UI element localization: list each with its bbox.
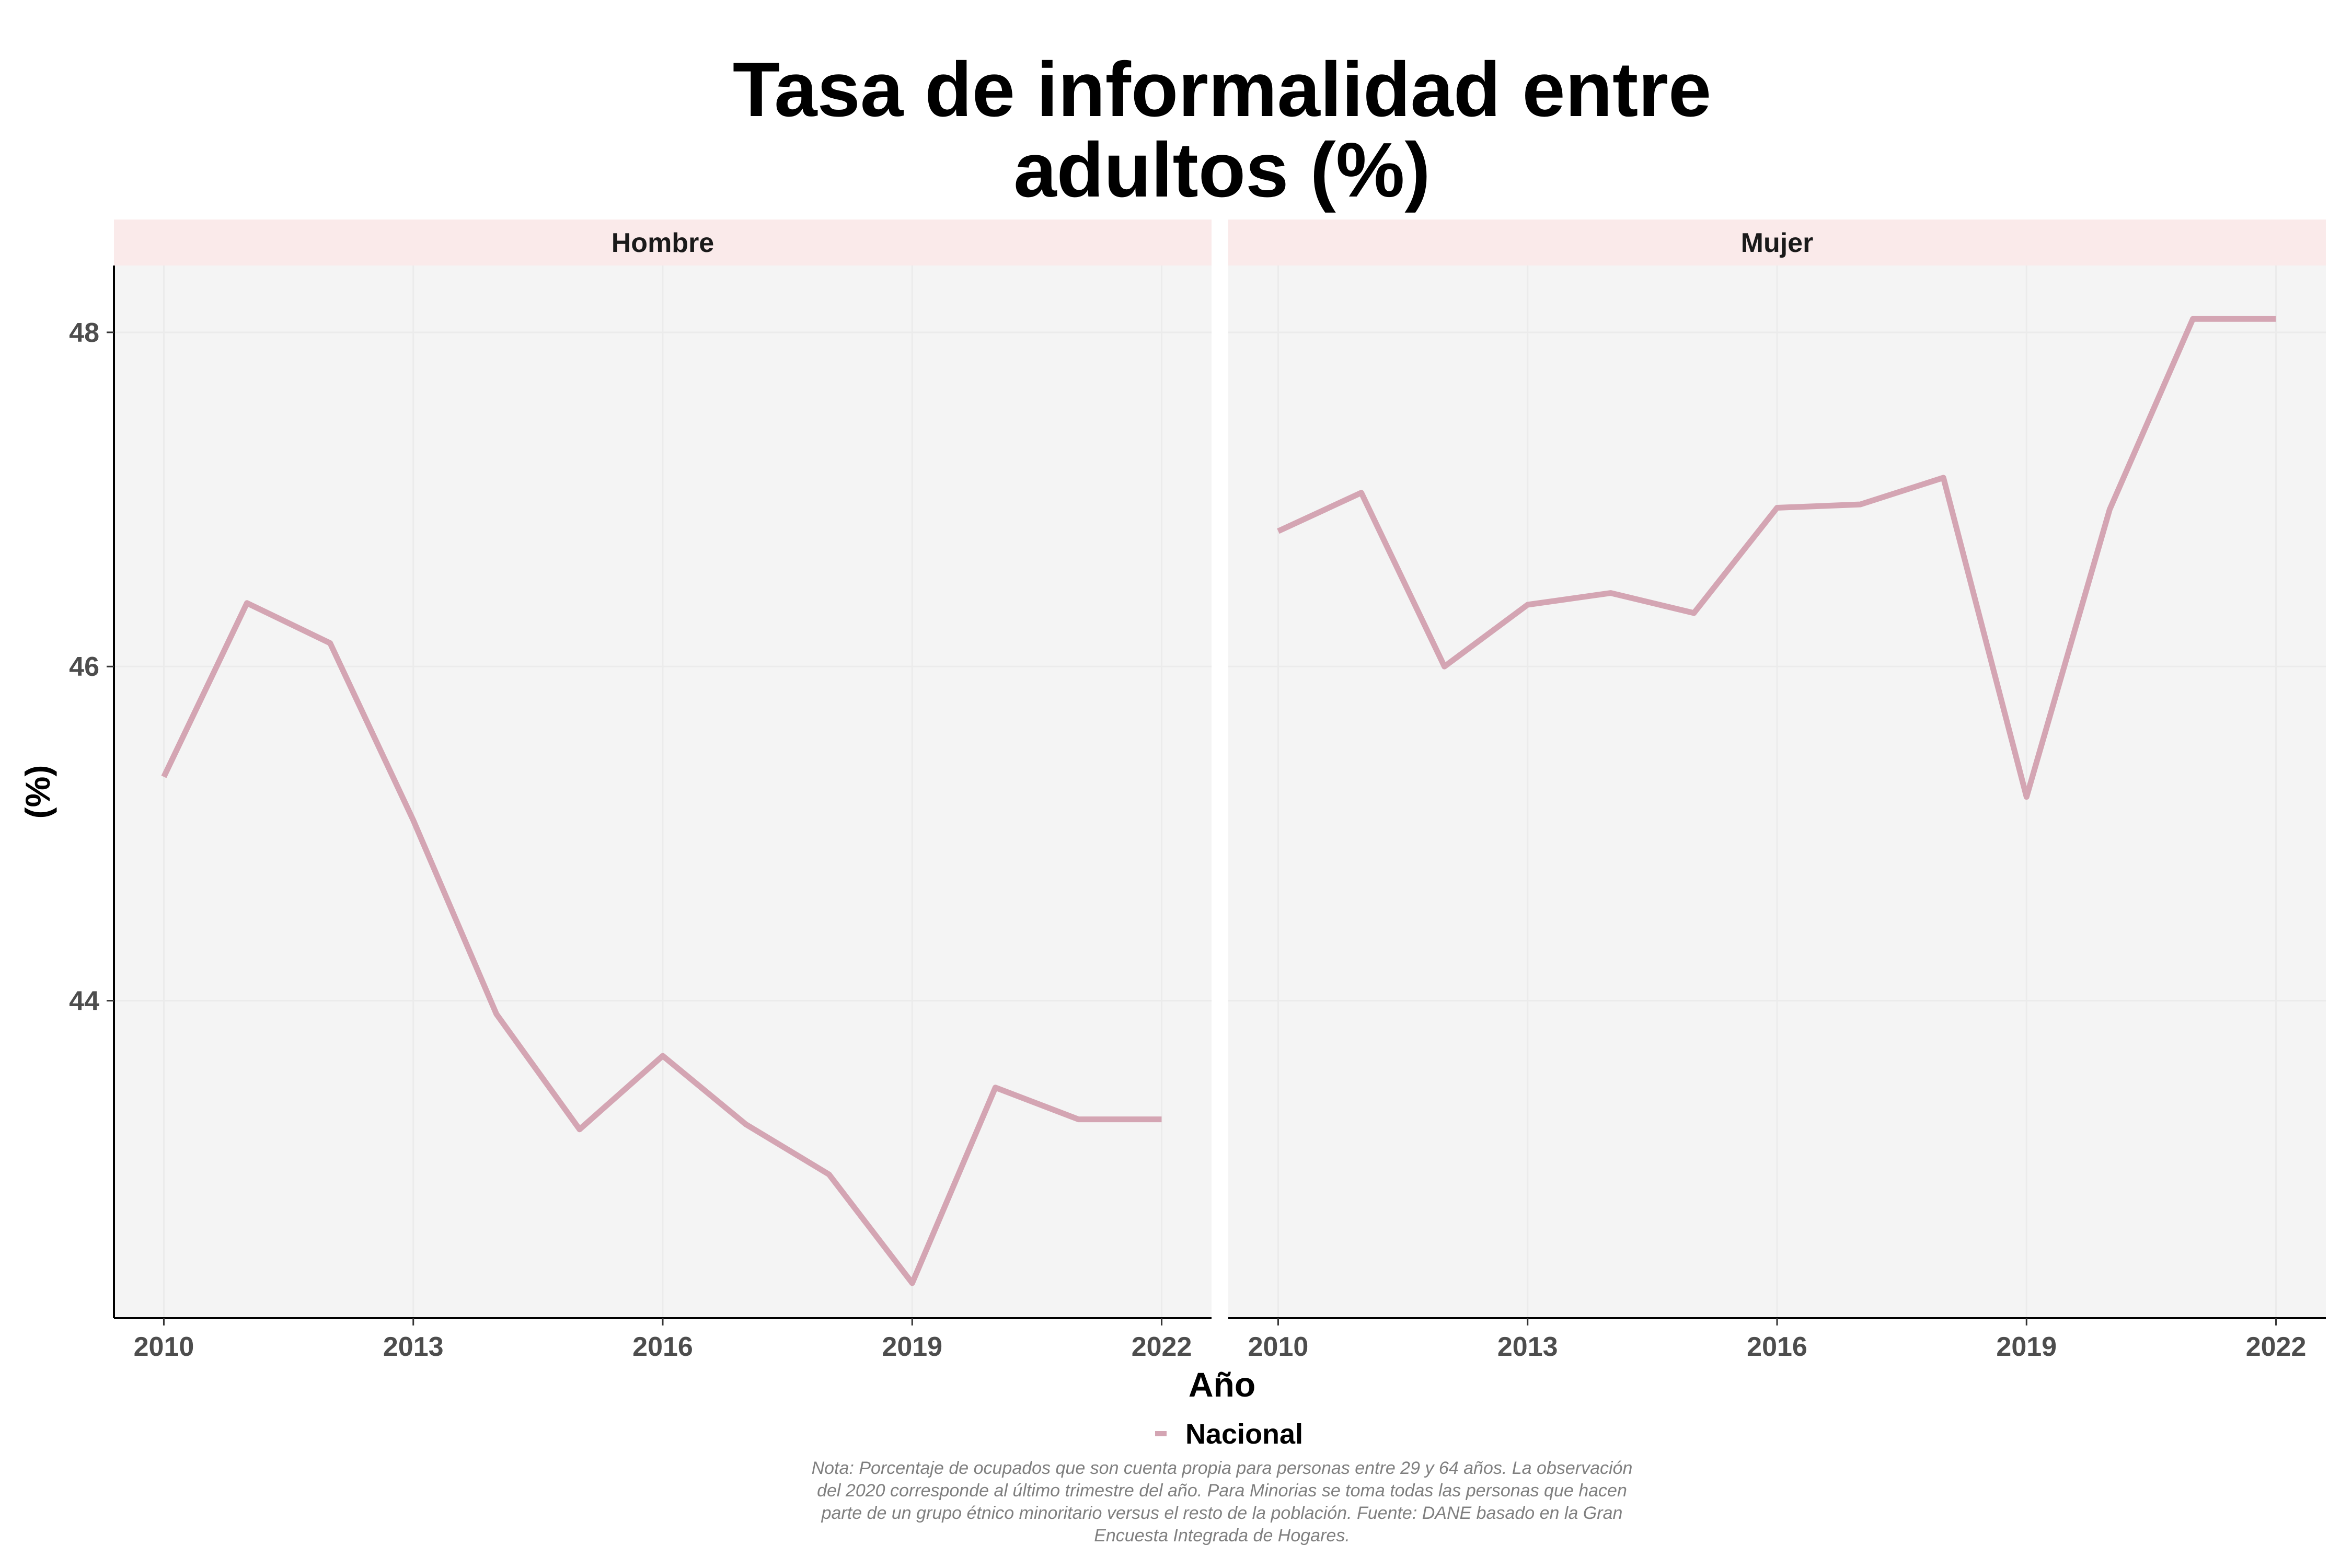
x-tick-label: 2016	[1747, 1332, 1807, 1362]
x-tick-label: 2013	[383, 1332, 444, 1362]
y-tick-label: 48	[69, 318, 99, 348]
footnote-line-3: parte de un grupo étnico minoritario ver…	[821, 1503, 1623, 1523]
y-tick-label: 46	[69, 652, 99, 682]
panel-mujer: Mujer 2010 2013 2016 2019 2022	[1228, 220, 2326, 1362]
chart-title-line-2: adultos (%)	[1013, 127, 1431, 213]
footnote: Nota: Porcentaje de ocupados que son cue…	[812, 1458, 1633, 1546]
x-tick-label: 2022	[1132, 1332, 1192, 1362]
chart-title-line-1: Tasa de informalidad entre	[733, 47, 1711, 133]
x-tick-label: 2019	[882, 1332, 942, 1362]
footnote-line-1: Nota: Porcentaje de ocupados que son cue…	[812, 1458, 1633, 1478]
x-tick-label: 2019	[1996, 1332, 2057, 1362]
strip-label-hombre: Hombre	[612, 228, 714, 258]
footnote-line-2: del 2020 corresponde al último trimestre…	[817, 1481, 1627, 1501]
y-axis-title: (%)	[18, 765, 57, 819]
series-line-nacional-mujer	[1277, 316, 2276, 800]
strip-label-mujer: Mujer	[1741, 228, 1814, 258]
y-tick-label: 44	[69, 986, 99, 1017]
legend-label-nacional: Nacional	[1185, 1419, 1303, 1450]
x-tick-label: 2010	[134, 1332, 194, 1362]
chart-title: Tasa de informalidad entre adultos (%)	[733, 47, 1711, 213]
panel-hombre: Hombre 2010 2013 2016 2019 2022 44 46 48	[69, 220, 1212, 1362]
footnote-line-4: Encuesta Integrada de Hogares.	[1094, 1526, 1350, 1546]
strip-mujer	[1228, 220, 2326, 266]
x-tick-label: 2022	[2246, 1332, 2307, 1362]
x-axis-title: Año	[1189, 1365, 1255, 1404]
x-tick-label: 2013	[1497, 1332, 1558, 1362]
legend: Nacional	[1155, 1419, 1303, 1450]
x-tick-label: 2010	[1248, 1332, 1309, 1362]
facet-panels: Hombre 2010 2013 2016 2019 2022 44 46 48 Mujer 201…	[69, 220, 2326, 1362]
series-line-nacional-hombre	[161, 600, 1162, 1286]
x-tick-label: 2016	[632, 1332, 693, 1362]
strip-hombre	[114, 220, 1212, 266]
